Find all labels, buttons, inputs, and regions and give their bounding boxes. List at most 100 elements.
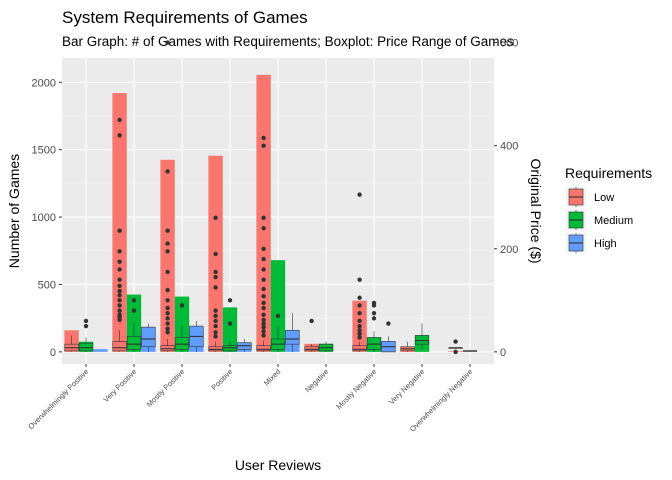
outlier-point: [275, 313, 281, 318]
boxplot-high: [237, 338, 252, 352]
x-tick-label: Positive: [209, 367, 234, 392]
legend-item-medium: Medium: [566, 210, 633, 230]
bar-low: [256, 74, 271, 352]
outlier-point: [117, 288, 122, 294]
boxplot-medium: [174, 303, 190, 352]
box: [352, 345, 367, 352]
boxplot-high: [285, 313, 300, 352]
boxplot-low: [64, 335, 79, 352]
outlier-point: [261, 324, 266, 330]
boxplot-low: [208, 215, 223, 352]
outlier-point: [357, 303, 362, 308]
y2-tick-label: 400: [500, 141, 518, 153]
outlier-point: [453, 339, 458, 344]
boxplot-low: [352, 192, 367, 352]
outlier-point: [165, 311, 170, 316]
x-tick-label: Mostly Positive: [145, 367, 187, 409]
x-tick-label: Mixed: [262, 367, 283, 388]
outlier-point: [261, 305, 266, 311]
box: [112, 341, 127, 352]
y2-tick-label: 200: [500, 244, 518, 256]
outlier-point: [261, 312, 266, 317]
outlier-point: [357, 192, 362, 197]
outlier-point: [165, 298, 170, 303]
outlier-point: [117, 133, 122, 138]
outlier-point: [357, 295, 362, 300]
outlier-point: [213, 251, 218, 257]
outlier-point: [261, 300, 266, 306]
box: [414, 335, 430, 345]
outlier-point: [357, 328, 362, 333]
outlier-point: [309, 318, 314, 324]
x-tick-label: Negative: [303, 367, 330, 394]
outlier-point: [261, 329, 266, 334]
boxplot-medium: [270, 313, 286, 352]
outlier-point: [371, 316, 377, 321]
boxplot-low: [448, 339, 463, 355]
y-axis-title: Number of Games: [6, 154, 22, 268]
box: [78, 342, 94, 352]
bar-medium: [270, 260, 286, 352]
outlier-point: [261, 246, 266, 251]
x-tick-label: Overwhelmingly Positive: [26, 367, 90, 431]
boxplot-low: [112, 117, 127, 352]
box: [126, 336, 142, 350]
outlier-point: [213, 323, 218, 329]
chart-subtitle: Bar Graph: # of Games with Requirements;…: [62, 34, 514, 49]
outlier-point: [117, 259, 122, 264]
outlier-point: [83, 323, 89, 329]
outlier-point: [165, 241, 170, 246]
x-tick-label: Mostly Negative: [334, 367, 378, 411]
outlier-point: [165, 321, 170, 326]
outlier-point: [213, 330, 218, 335]
outlier-point: [357, 277, 362, 282]
outlier-point: [261, 286, 266, 292]
outlier-point: [165, 330, 170, 335]
outlier-point: [213, 269, 218, 275]
x-tick-label: Very Positive: [101, 367, 138, 404]
legend-item-high: High: [566, 233, 617, 253]
outlier-point: [117, 249, 122, 254]
box: [174, 337, 190, 350]
outlier-point: [261, 321, 266, 326]
outlier-point: [117, 228, 122, 233]
outlier-point: [453, 349, 458, 355]
outlier-point: [213, 308, 218, 313]
chart-title: System Requirements of Games: [62, 8, 308, 27]
outlier-point: [131, 308, 137, 313]
y2-tick-label: 600: [500, 38, 518, 50]
outlier-point: [213, 285, 218, 290]
y-axis-right: 0 200 400 600: [494, 38, 518, 359]
bar-low: [160, 159, 175, 352]
box: [256, 345, 271, 352]
outlier-point: [261, 317, 266, 323]
outlier-point: [117, 292, 122, 298]
outlier-point: [261, 277, 266, 282]
outlier-point: [386, 321, 391, 326]
outlier-point: [261, 215, 266, 221]
x-axis-title: User Reviews: [235, 457, 321, 473]
box: [285, 329, 300, 345]
outlier-point: [371, 311, 377, 316]
x-tick-label: Very Negative: [387, 367, 426, 406]
outlier-point: [213, 334, 218, 339]
boxplot-high: [381, 321, 396, 353]
outlier-point: [117, 277, 122, 282]
y-tick-label: 1500: [32, 145, 56, 157]
y2-axis-title: Original Price ($): [528, 158, 544, 263]
box: [141, 326, 156, 348]
outlier-point: [165, 40, 170, 45]
legend-label: Medium: [594, 215, 633, 227]
outlier-point: [165, 169, 170, 174]
outlier-point: [227, 298, 233, 303]
box: [366, 337, 382, 350]
outlier-point: [213, 313, 218, 318]
outlier-point: [117, 267, 122, 272]
boxplot-medium: [78, 318, 94, 352]
y-tick-label: 2000: [32, 77, 56, 89]
boxplot-high: [141, 323, 156, 352]
y-tick-label: 0: [50, 347, 56, 359]
outlier-point: [213, 274, 218, 280]
legend-title: Requirements: [565, 165, 652, 181]
